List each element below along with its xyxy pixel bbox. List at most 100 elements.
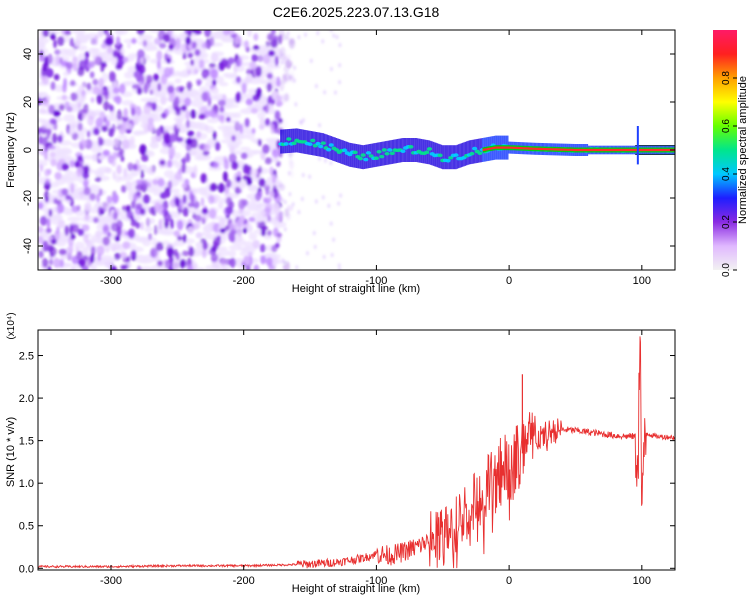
noise-blob <box>61 188 69 196</box>
noise-blob <box>58 248 67 256</box>
signal-knot <box>283 142 289 146</box>
signal-knot <box>286 137 292 141</box>
noise-blob <box>190 99 204 108</box>
noise-blob <box>260 225 268 231</box>
noise-blob <box>106 195 113 204</box>
noise-blob <box>120 264 127 270</box>
noise-blob <box>175 197 180 207</box>
noise-blob <box>64 30 72 36</box>
noise-blob <box>86 62 94 69</box>
noise-blob <box>179 260 186 269</box>
noise-blob <box>335 34 339 40</box>
noise-blob <box>45 227 52 234</box>
signal-knot <box>307 142 313 147</box>
noise-blob <box>92 78 99 86</box>
noise-blob <box>220 139 235 144</box>
noise-blob <box>288 191 292 197</box>
noise-blob <box>279 46 286 57</box>
noise-blob <box>43 56 49 67</box>
noise-blob <box>82 140 88 146</box>
noise-blob <box>196 79 202 87</box>
noise-blob <box>181 250 190 257</box>
noise-blob <box>239 146 251 151</box>
noise-blob <box>94 176 102 183</box>
noise-blob <box>90 263 97 270</box>
signal-knot <box>426 147 433 151</box>
noise-blob <box>50 81 56 91</box>
snr-frame <box>37 329 676 571</box>
noise-blob <box>228 231 236 242</box>
signal-knot <box>379 154 385 159</box>
noise-blob <box>229 72 238 78</box>
noise-blob <box>192 41 197 50</box>
noise-blob <box>114 30 124 36</box>
noise-blob <box>189 148 197 156</box>
signal-knot <box>365 151 372 155</box>
noise-blob <box>201 208 209 215</box>
noise-blob <box>49 33 56 41</box>
noise-blob <box>114 174 122 183</box>
noise-blob <box>245 131 255 140</box>
noise-blob <box>211 87 219 95</box>
noise-blob <box>149 142 160 149</box>
noise-blob <box>67 216 82 222</box>
noise-blob <box>169 188 181 193</box>
noise-blob <box>234 139 243 146</box>
noise-blob <box>239 124 244 134</box>
noise-blob <box>309 58 313 64</box>
noise-blob <box>150 247 158 258</box>
noise-blob <box>89 253 95 264</box>
noise-blob <box>94 171 104 178</box>
noise-blob <box>153 88 169 96</box>
noise-blob <box>185 65 191 71</box>
noise-blob <box>70 182 75 194</box>
signal-knot <box>357 156 364 161</box>
noise-blob <box>139 208 146 216</box>
noise-blob <box>139 164 148 170</box>
noise-blob <box>98 77 105 89</box>
noise-blob <box>118 128 126 135</box>
noise-blob <box>108 71 116 83</box>
noise-blob <box>105 37 114 46</box>
noise-blob <box>123 71 134 79</box>
noise-blob <box>202 248 207 259</box>
noise-blob <box>337 201 341 206</box>
noise-blob <box>148 232 153 241</box>
noise-blob <box>132 163 138 171</box>
noise-blob <box>234 121 241 132</box>
noise-blob <box>314 199 318 204</box>
noise-blob <box>38 97 43 106</box>
noise-blob <box>225 206 234 215</box>
noise-blob <box>140 169 145 180</box>
noise-blob <box>74 160 80 168</box>
noise-blob <box>212 130 217 141</box>
noise-blob <box>259 117 265 126</box>
noise-blob <box>257 202 264 208</box>
y-tick-label: 0.0 <box>19 563 34 575</box>
signal-knot <box>341 148 348 153</box>
signal-knot <box>320 141 326 145</box>
noise-blob <box>198 113 206 120</box>
noise-blob <box>264 104 269 114</box>
signal-knot <box>453 153 459 157</box>
noise-blob <box>234 35 242 45</box>
noise-blob <box>290 169 295 179</box>
noise-blob <box>47 53 53 65</box>
noise-blob <box>77 228 85 236</box>
noise-blob <box>200 154 212 161</box>
noise-blob <box>231 161 239 170</box>
noise-blob <box>253 264 260 270</box>
noise-blob <box>225 179 232 188</box>
noise-blob <box>245 68 253 75</box>
noise-blob <box>163 133 172 145</box>
noise-blob <box>70 266 76 270</box>
noise-blob <box>63 71 70 77</box>
noise-blob <box>220 258 227 267</box>
noise-blob <box>248 216 256 222</box>
noise-blob <box>260 210 267 217</box>
colorbar-tick-label: 0.4 <box>721 167 732 181</box>
x-tick-label: -200 <box>233 275 255 287</box>
noise-blob <box>102 223 110 235</box>
noise-blob <box>332 33 336 38</box>
noise-blob <box>135 159 140 165</box>
